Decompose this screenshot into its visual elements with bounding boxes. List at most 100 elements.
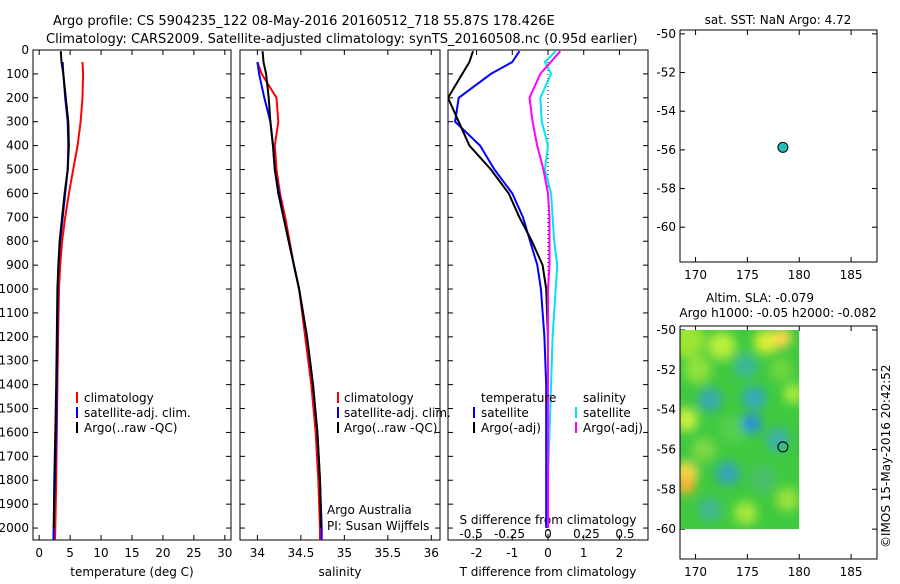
depth-tick-label: 0 <box>21 43 29 57</box>
s-tick-label: -0.5 <box>459 527 482 541</box>
sla-map-title-line1: Altim. SLA: -0.079 <box>706 291 814 305</box>
sla-field-inner <box>680 329 800 530</box>
salinity-legend: climatology satellite-adj. clim. Argo(..… <box>327 391 451 533</box>
plot-frame <box>32 49 232 541</box>
lat-tick-label: -52 <box>656 363 676 377</box>
temperature-legend: climatology satellite-adj. clim. Argo(..… <box>76 391 191 435</box>
sla-anomaly-blob <box>741 413 762 434</box>
x-tick-label: 10 <box>93 546 108 560</box>
x-tick-label: 0 <box>544 546 552 560</box>
x-tick-label: 25 <box>186 546 201 560</box>
lat-tick-label: -56 <box>656 442 676 456</box>
lon-tick-label: 185 <box>840 565 863 579</box>
lat-tick-label: -60 <box>656 220 676 234</box>
sla-anomaly-blob <box>715 461 740 486</box>
depth-tick-label: 100 <box>6 67 29 81</box>
depth-tick-label: 1300 <box>0 354 29 368</box>
depth-tick-label: 1900 <box>0 497 29 511</box>
series-line-satellite <box>52 61 70 540</box>
x-tick-label: 0 <box>35 546 43 560</box>
sst-map-title: sat. SST: NaN Argo: 4.72 <box>705 13 852 27</box>
sla-anomaly-blob <box>697 497 722 522</box>
depth-tick-label: 1500 <box>0 402 29 416</box>
lon-tick-label: 170 <box>684 565 707 579</box>
sla-anomaly-blob <box>680 476 695 495</box>
x-tick-label: 5 <box>66 546 74 560</box>
x-tick-label: 35 <box>337 546 352 560</box>
legend-label-climatology: climatology <box>84 391 154 405</box>
lat-tick-label: -56 <box>656 143 676 157</box>
x-axis-label: salinity <box>318 565 361 579</box>
depth-tick-label: 900 <box>6 258 29 272</box>
legend-label-satellite: satellite-adj. clim. <box>344 406 451 420</box>
depth-tick-label: 1600 <box>0 425 29 439</box>
legend-label-s-argo: Argo(-adj) <box>583 421 643 435</box>
depth-tick-label: 1200 <box>0 330 29 344</box>
sla-anomaly-blob <box>719 415 748 444</box>
pi-note: PI: Susan Wijffels <box>327 519 429 533</box>
depth-tick-label: 1100 <box>0 306 29 320</box>
depth-tick-label: 1700 <box>0 449 29 463</box>
sla-anomaly-blob <box>683 355 712 384</box>
depth-tick-label: 1400 <box>0 378 29 392</box>
argo-location-marker <box>777 141 789 153</box>
lat-tick-label: -50 <box>656 323 676 337</box>
salinity-profile-panel: 34 34.5 35 35.5 36 salinity <box>239 49 441 579</box>
depth-tick-label: 200 <box>6 91 29 105</box>
lon-tick-label: 175 <box>736 268 759 282</box>
t-axis-label: T difference from climatology <box>459 565 637 579</box>
series-line-climatology <box>256 61 321 540</box>
legend-label-satellite: satellite-adj. clim. <box>84 406 191 420</box>
argo-australia-note: Argo Australia <box>327 503 412 517</box>
lat-tick-label: -50 <box>656 27 676 41</box>
lat-tick-label: -54 <box>656 403 676 417</box>
sst-map-panel: sat. SST: NaN Argo: 4.72 170 175 180 185 -50 -… <box>656 13 878 282</box>
series-line-argo <box>52 51 70 529</box>
lon-tick-label: 180 <box>788 565 811 579</box>
sla-anomaly-blob <box>741 385 766 410</box>
sla-field <box>680 329 800 530</box>
imos-timestamp: ©IMOS 15-May-2016 20:42:52 <box>879 364 893 548</box>
legend-label-t-argo: Argo(-adj) <box>481 421 541 435</box>
figure-title-line2: Climatology: CARS2009. Satellite-adjuste… <box>46 32 638 47</box>
lon-tick-label: 175 <box>736 565 759 579</box>
x-tick-label: 34.5 <box>288 546 315 560</box>
sla-anomaly-blob <box>749 465 778 494</box>
figure-title-line1: Argo profile: CS 5904235_122 08-May-2016… <box>53 14 555 29</box>
s-tick-label: 0.5 <box>615 527 634 541</box>
x-tick-label: -2 <box>471 546 483 560</box>
legend-title-temperature: temperature <box>481 391 556 405</box>
x-tick-label: 20 <box>155 546 170 560</box>
legend-label-climatology: climatology <box>344 391 414 405</box>
sla-blobs <box>680 329 800 526</box>
legend-title-salinity: salinity <box>583 391 626 405</box>
sla-anomaly-blob <box>733 353 758 378</box>
temperature-profile-panel: 0100200300400500600700800900100011001200… <box>0 43 232 579</box>
x-tick-label: 35.5 <box>374 546 401 560</box>
x-tick-label: 15 <box>124 546 139 560</box>
lat-tick-label: -58 <box>656 482 676 496</box>
legend-label-argo: Argo(..raw -QC) <box>344 421 437 435</box>
depth-tick-label: 1000 <box>0 282 29 296</box>
lat-tick-label: -52 <box>656 66 676 80</box>
sla-anomaly-blob <box>680 407 698 432</box>
series-line-satellite <box>256 61 323 540</box>
sla-anomaly-blob <box>680 329 706 358</box>
sla-anomaly-blob <box>769 357 794 382</box>
legend-label-s-satellite: satellite <box>583 406 631 420</box>
legend-label-argo: Argo(..raw -QC) <box>84 421 177 435</box>
sla-map-title-line2: Argo h1000: -0.05 h2000: -0.082 <box>679 306 876 320</box>
depth-tick-label: 1800 <box>0 473 29 487</box>
s-satellite-line <box>539 50 559 528</box>
s-tick-label: -0.25 <box>494 527 525 541</box>
t-satellite-line <box>454 50 548 528</box>
x-tick-label: 1 <box>580 546 588 560</box>
difference-legend: temperature salinity satellite Argo(-adj… <box>473 391 643 435</box>
depth-tick-label: 400 <box>6 139 29 153</box>
sla-anomaly-blob <box>697 387 722 412</box>
lon-tick-label: 180 <box>788 268 811 282</box>
s-tick-label: 0.25 <box>573 527 600 541</box>
